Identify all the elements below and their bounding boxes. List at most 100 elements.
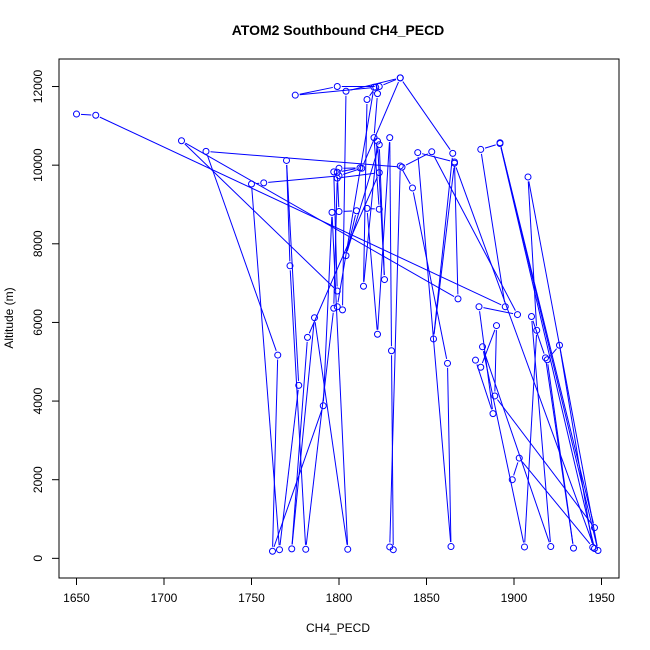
series-line-segment xyxy=(479,311,493,410)
series-line-segment xyxy=(497,399,593,525)
data-point xyxy=(414,149,422,157)
data-point xyxy=(454,295,462,303)
series-line-segment xyxy=(377,142,390,330)
data-point xyxy=(374,330,381,338)
series-line-segment xyxy=(210,151,398,168)
y-tick-label: 0 xyxy=(31,555,45,562)
y-tick-label: 6000 xyxy=(31,309,45,336)
data-point xyxy=(311,314,318,322)
data-point xyxy=(375,205,383,213)
data-point xyxy=(514,311,521,319)
data-point xyxy=(594,546,602,554)
data-point xyxy=(386,134,394,142)
y-tick-label: 8000 xyxy=(31,230,45,257)
data-point xyxy=(276,546,283,554)
series-line-segment xyxy=(482,351,525,543)
data-point xyxy=(398,163,406,171)
x-tick-label: 1750 xyxy=(238,591,265,605)
data-point xyxy=(372,83,380,91)
series-line-segment xyxy=(389,170,401,543)
series-line-segment xyxy=(521,461,591,545)
data-point xyxy=(374,90,381,98)
data-point xyxy=(479,343,486,351)
data-point xyxy=(335,208,343,216)
series-line-segment xyxy=(299,87,372,96)
series-line-segment xyxy=(279,389,299,546)
data-point xyxy=(591,545,598,553)
series-line-segment xyxy=(363,81,399,165)
data-point xyxy=(286,262,294,270)
data-point xyxy=(528,313,535,321)
series-line-segment xyxy=(184,143,335,289)
series-line-segment xyxy=(336,176,340,208)
series-line-segment xyxy=(291,322,315,545)
data-point xyxy=(178,137,185,145)
series-line-segment xyxy=(305,312,334,545)
series-line-segment xyxy=(341,172,375,179)
series-line-segment xyxy=(484,144,496,149)
series-line-segment xyxy=(337,91,374,303)
series-line-segment xyxy=(454,166,459,295)
series-line-segment xyxy=(268,175,335,183)
series-line-segment xyxy=(251,188,280,546)
y-tick-label: 10000 xyxy=(31,148,45,182)
series-line-segment xyxy=(333,182,338,304)
series-line-segment xyxy=(369,90,374,97)
series-line-segment xyxy=(383,79,397,86)
data-point xyxy=(388,347,395,355)
data-point xyxy=(396,162,404,170)
data-point xyxy=(447,543,455,551)
chart-title: ATOM2 Southbound CH4_PECD xyxy=(232,22,445,38)
series-line-segment xyxy=(412,192,448,360)
x-axis-label: CH4_PECD xyxy=(306,621,370,635)
series-line-segment xyxy=(331,216,349,545)
series-line-segment xyxy=(272,359,279,547)
data-point xyxy=(508,476,516,484)
data-point xyxy=(363,96,371,103)
series-line-segment xyxy=(405,153,428,166)
data-point xyxy=(260,179,268,187)
series-line-segment xyxy=(433,157,453,335)
series-line-segment xyxy=(513,462,519,476)
data-point xyxy=(449,149,457,157)
data-point xyxy=(543,356,551,364)
data-point xyxy=(489,410,497,418)
data-point xyxy=(472,356,479,364)
data-point xyxy=(288,545,296,553)
series-line-segment xyxy=(377,145,385,276)
series-line-segment xyxy=(273,409,323,548)
data-point xyxy=(304,333,311,341)
x-tick-label: 1800 xyxy=(326,591,353,605)
series-line-segment xyxy=(346,215,356,252)
series-line-segment xyxy=(402,81,451,150)
data-point xyxy=(333,303,341,311)
data-point xyxy=(374,137,381,145)
data-point xyxy=(444,359,451,367)
series-line-segment xyxy=(532,320,545,354)
data-point xyxy=(342,252,350,260)
series-line-segment xyxy=(389,142,392,347)
series-line-segment xyxy=(417,157,452,543)
data-point xyxy=(386,543,394,551)
y-axis-label: Altitude (m) xyxy=(2,287,16,348)
data-point xyxy=(501,303,509,311)
series-line-segment xyxy=(314,322,348,545)
series-line-segment xyxy=(527,181,537,326)
data-point xyxy=(330,168,338,176)
series-line-segment xyxy=(524,334,537,543)
data-point xyxy=(428,148,436,156)
data-point xyxy=(491,392,499,400)
data-point xyxy=(430,335,437,343)
y-tick-label: 12000 xyxy=(31,70,45,104)
series-line-segment xyxy=(547,364,574,544)
series-line-segment xyxy=(291,341,308,545)
series-line-segment xyxy=(207,155,277,351)
series-line-segment xyxy=(455,167,594,545)
data-point xyxy=(375,141,383,149)
x-tick-label: 1700 xyxy=(151,591,178,605)
data-point xyxy=(319,402,327,410)
y-tick-label: 4000 xyxy=(31,387,45,414)
data-point xyxy=(344,545,352,553)
series-line-segment xyxy=(289,270,306,545)
